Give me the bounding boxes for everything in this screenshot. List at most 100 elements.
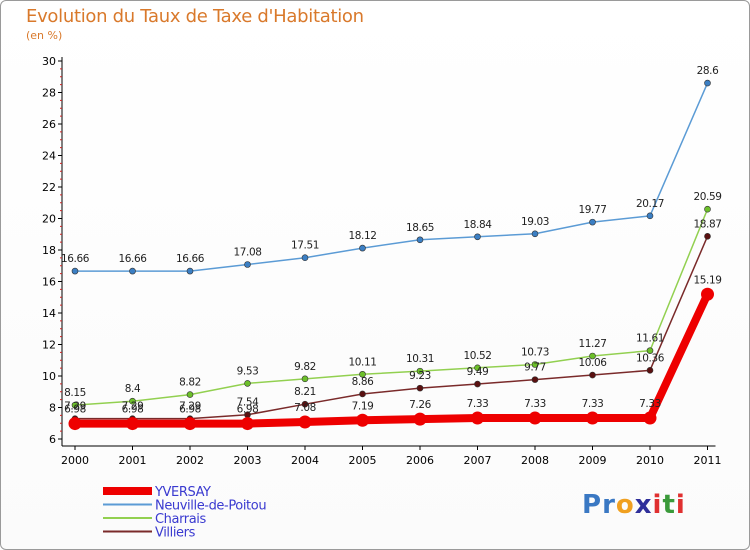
logo-letter: x: [634, 490, 653, 520]
data-label: 7.33: [467, 398, 489, 410]
data-label: 7.19: [352, 400, 374, 412]
proxiti-logo[interactable]: Proxiti: [582, 490, 686, 520]
data-label: 9.77: [524, 362, 546, 374]
data-label: 18.87: [693, 218, 721, 230]
data-point: [71, 401, 79, 409]
data-point: [68, 417, 82, 431]
data-label: 18.65: [406, 222, 434, 234]
y-tick-label: 14: [42, 307, 56, 320]
data-label: 8.15: [64, 387, 86, 399]
data-label: 9.23: [409, 370, 431, 382]
data-point: [186, 267, 194, 275]
y-tick-label: 26: [42, 118, 56, 131]
series-line-neuville-de-poitou: [74, 82, 709, 272]
data-point: [701, 287, 714, 301]
y-tick-label: 10: [42, 370, 56, 383]
data-label: 10.36: [636, 352, 665, 364]
data-label: 9.53: [237, 365, 259, 377]
data-label: 11.27: [578, 338, 606, 350]
x-tick-label: 2009: [579, 454, 607, 467]
data-point: [129, 397, 136, 405]
series-line-charrais: [74, 208, 709, 406]
logo-letter: i: [652, 490, 663, 520]
y-tick-label: 18: [42, 244, 56, 257]
data-point: [244, 261, 251, 268]
data-label: 16.66: [61, 253, 90, 265]
data-label: 10.52: [463, 350, 491, 362]
x-tick-label: 2002: [176, 454, 204, 467]
data-point: [244, 380, 251, 387]
data-point: [186, 391, 194, 398]
x-tick-label: 2006: [406, 454, 434, 467]
data-point: [474, 364, 481, 372]
data-label: 7.08: [294, 402, 316, 414]
x-tick-label: 2000: [61, 454, 89, 467]
logo-letter: i: [675, 490, 686, 520]
y-tick-label: 16: [42, 276, 56, 289]
data-label: 10.11: [348, 356, 376, 368]
y-tick-label: 8: [49, 402, 56, 415]
data-label: 6.98: [237, 404, 259, 416]
data-label: 11.61: [636, 333, 664, 345]
data-label: 7.33: [639, 398, 661, 410]
data-point: [471, 411, 484, 425]
data-point: [356, 413, 369, 427]
data-point: [586, 411, 599, 425]
data-point: [646, 347, 654, 354]
y-tick-label: 30: [42, 55, 56, 68]
data-point: [359, 244, 366, 252]
data-label: 16.66: [118, 253, 147, 265]
data-point: [528, 411, 542, 425]
y-tick-label: 6: [49, 433, 56, 446]
legend-label: Neuville-de-Poitou: [155, 499, 266, 514]
data-label: 19.77: [578, 204, 606, 216]
data-point: [413, 412, 427, 426]
data-label: 28.6: [697, 65, 719, 77]
legend-label: Villiers: [155, 526, 196, 541]
data-point: [301, 254, 309, 262]
data-point: [416, 236, 424, 244]
logo-letter: r: [602, 490, 616, 520]
data-label: 8.82: [179, 377, 201, 389]
data-label: 6.98: [179, 404, 201, 416]
data-label: 8.86: [352, 376, 374, 388]
x-tick-label: 2011: [694, 454, 722, 467]
data-label: 16.66: [176, 253, 205, 265]
data-label: 17.08: [233, 246, 261, 258]
data-point: [531, 230, 539, 238]
x-tick-label: 2008: [521, 454, 549, 467]
chart-title: Evolution du Taux de Taxe d'Habitation: [26, 6, 364, 27]
data-point: [643, 411, 657, 425]
data-label: 19.03: [521, 216, 549, 228]
logo-letter: o: [615, 490, 635, 520]
data-point: [589, 218, 596, 226]
data-label: 10.06: [578, 357, 607, 369]
data-label: 20.59: [693, 191, 721, 203]
logo-letter: t: [662, 490, 676, 520]
data-point: [126, 417, 139, 431]
data-point: [71, 267, 79, 275]
y-tick-label: 28: [42, 87, 56, 100]
data-point: [704, 79, 711, 87]
y-tick-label: 20: [42, 213, 56, 226]
y-tick-label: 22: [42, 181, 56, 194]
x-tick-label: 2007: [464, 454, 492, 467]
data-point: [474, 380, 481, 388]
data-point: [301, 375, 309, 383]
data-label: 9.49: [467, 366, 489, 378]
x-tick-label: 2001: [119, 454, 147, 467]
data-point: [531, 376, 539, 383]
data-point: [359, 390, 366, 398]
x-tick-label: 2004: [291, 454, 319, 467]
data-point: [183, 417, 197, 431]
data-label: 6.98: [122, 404, 144, 416]
data-label: 10.31: [406, 353, 434, 365]
data-point: [301, 400, 309, 408]
data-label: 7.54: [237, 397, 259, 409]
data-label: 18.12: [348, 230, 376, 242]
series-line-yversay: [71, 290, 712, 428]
data-label: 8.4: [125, 383, 141, 395]
data-point: [646, 367, 654, 374]
